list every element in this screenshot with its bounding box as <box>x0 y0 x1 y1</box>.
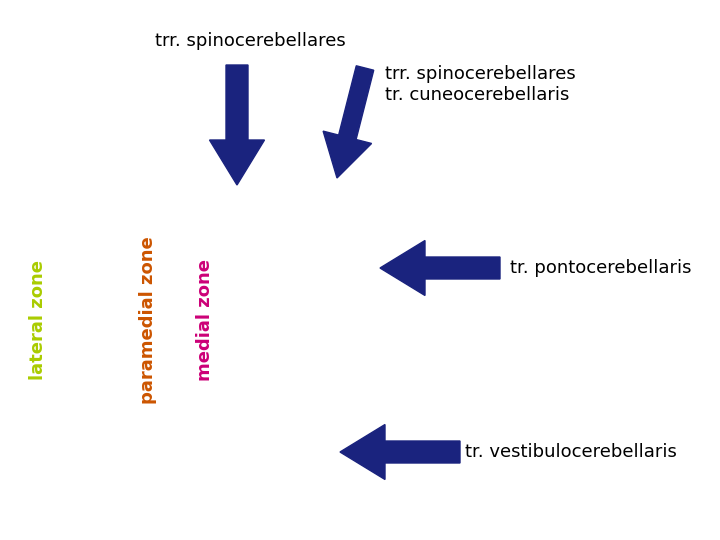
FancyArrow shape <box>380 240 500 295</box>
FancyArrow shape <box>340 424 460 480</box>
Text: tr. pontocerebellaris: tr. pontocerebellaris <box>510 259 691 277</box>
Text: trr. spinocerebellares
tr. cuneocerebellaris: trr. spinocerebellares tr. cuneocerebell… <box>385 65 576 104</box>
Text: tr. vestibulocerebellaris: tr. vestibulocerebellaris <box>465 443 677 461</box>
Text: lateral zone: lateral zone <box>29 260 47 380</box>
FancyArrow shape <box>323 66 374 178</box>
Text: paramedial zone: paramedial zone <box>139 236 157 404</box>
FancyArrow shape <box>210 65 264 185</box>
Text: trr. spinocerebellares: trr. spinocerebellares <box>155 32 346 50</box>
Text: medial zone: medial zone <box>196 259 214 381</box>
